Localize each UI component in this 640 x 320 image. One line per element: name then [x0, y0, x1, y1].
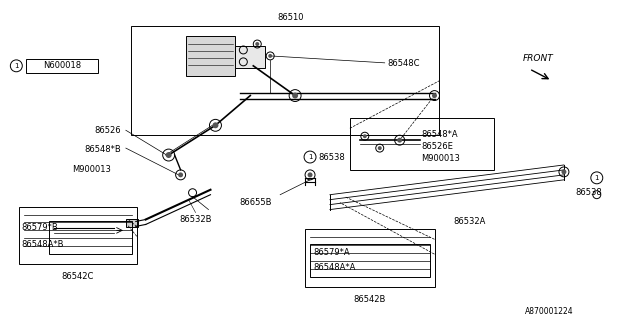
Bar	[126, 220, 138, 228]
Text: 86510: 86510	[277, 13, 303, 22]
Bar	[305, 229, 435, 287]
Text: 86548*B: 86548*B	[84, 145, 121, 154]
Circle shape	[292, 92, 298, 99]
Text: 86532A: 86532A	[453, 218, 486, 227]
Text: 86526E: 86526E	[422, 142, 453, 151]
Circle shape	[363, 134, 367, 138]
Text: 1: 1	[595, 175, 599, 181]
Bar	[131, 26, 440, 135]
Bar	[26, 59, 98, 73]
Text: 1: 1	[308, 154, 312, 160]
Bar	[49, 221, 132, 254]
Text: 86542C: 86542C	[62, 272, 94, 281]
Text: A870001224: A870001224	[525, 307, 574, 316]
Text: M900013: M900013	[72, 165, 111, 174]
Circle shape	[212, 122, 218, 128]
Text: 86548A*B: 86548A*B	[21, 240, 64, 249]
Circle shape	[432, 93, 437, 98]
Circle shape	[397, 138, 402, 143]
Text: M900013: M900013	[422, 154, 460, 163]
Text: FRONT: FRONT	[523, 54, 554, 63]
Text: 86548C: 86548C	[388, 59, 420, 68]
Text: 1: 1	[14, 63, 19, 69]
Circle shape	[308, 172, 312, 177]
Text: 86532B: 86532B	[179, 214, 212, 224]
Circle shape	[561, 169, 566, 174]
Bar	[186, 36, 236, 76]
Text: 86548A*A: 86548A*A	[313, 263, 355, 272]
Text: 86655B: 86655B	[240, 198, 272, 207]
Circle shape	[166, 152, 172, 158]
Text: 86579*A: 86579*A	[313, 248, 349, 257]
Bar	[350, 118, 494, 170]
Text: 86542B: 86542B	[353, 295, 386, 304]
Circle shape	[255, 42, 259, 46]
Text: 86526: 86526	[94, 126, 121, 135]
Circle shape	[178, 172, 183, 177]
Bar	[236, 46, 265, 68]
Circle shape	[268, 54, 272, 58]
Bar	[310, 244, 429, 277]
Text: 86538: 86538	[318, 153, 345, 162]
Text: 86548*A: 86548*A	[422, 130, 458, 139]
Text: 86538: 86538	[575, 188, 602, 197]
Text: N600018: N600018	[43, 61, 81, 70]
Circle shape	[378, 146, 381, 150]
Text: 86579*B: 86579*B	[21, 223, 58, 232]
Bar	[19, 207, 137, 264]
